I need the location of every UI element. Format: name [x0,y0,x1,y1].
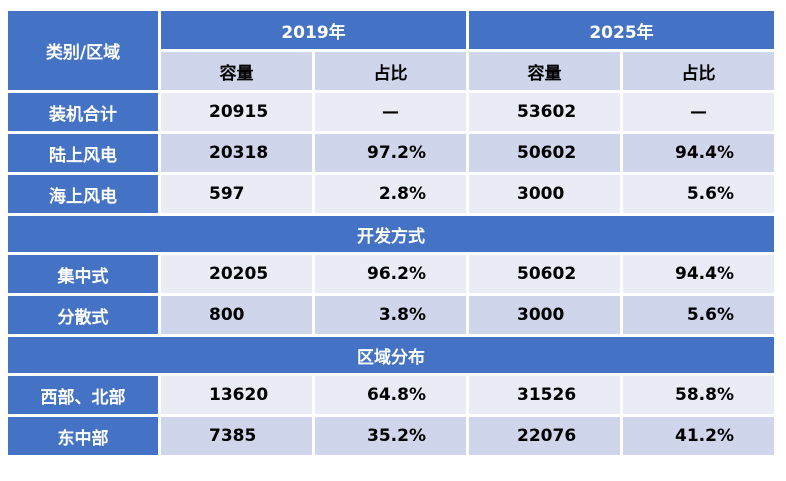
cell-share-2019: — [315,93,466,131]
row-label: 西部、北部 [8,376,158,414]
cell-share-2019: 64.8% [315,376,466,414]
table-row: 装机合计 20915 — 53602 — [8,93,774,131]
cell-share-2019: 96.2% [315,255,466,293]
row-label: 陆上风电 [8,134,158,172]
cell-share-2019: 2.8% [315,175,466,213]
section-header-row: 开发方式 [8,216,774,252]
section-title: 开发方式 [8,216,774,252]
cell-share-2019: 35.2% [315,417,466,455]
cell-capacity-2019: 7385 [161,417,312,455]
cell-capacity-2025: 50602 [469,134,620,172]
table-row: 东中部 7385 35.2% 22076 41.2% [8,417,774,455]
cell-share-2019: 3.8% [315,296,466,334]
cell-share-2019: 97.2% [315,134,466,172]
row-label: 海上风电 [8,175,158,213]
table-row: 海上风电 597 2.8% 3000 5.6% [8,175,774,213]
cell-capacity-2025: 53602 [469,93,620,131]
row-label: 东中部 [8,417,158,455]
cell-share-2025: 94.4% [623,134,774,172]
cell-capacity-2025: 3000 [469,175,620,213]
cell-capacity-2025: 50602 [469,255,620,293]
cell-share-2025: 58.8% [623,376,774,414]
wind-power-table: 类别/区域 2019年 2025年 容量 占比 容量 占比 装机合计 20915… [5,8,777,458]
year-header-2025: 2025年 [469,11,774,49]
data-table-container: 类别/区域 2019年 2025年 容量 占比 容量 占比 装机合计 20915… [5,8,777,458]
corner-header: 类别/区域 [8,11,158,90]
subheader-capacity-2025: 容量 [469,52,620,90]
cell-capacity-2019: 800 [161,296,312,334]
cell-capacity-2025: 22076 [469,417,620,455]
table-row: 分散式 800 3.8% 3000 5.6% [8,296,774,334]
table-row: 陆上风电 20318 97.2% 50602 94.4% [8,134,774,172]
table-row: 西部、北部 13620 64.8% 31526 58.8% [8,376,774,414]
section-title: 区域分布 [8,337,774,373]
cell-share-2025: 94.4% [623,255,774,293]
subheader-share-2025: 占比 [623,52,774,90]
cell-capacity-2019: 20915 [161,93,312,131]
cell-capacity-2019: 597 [161,175,312,213]
subheader-share-2019: 占比 [315,52,466,90]
cell-capacity-2019: 13620 [161,376,312,414]
section-header-row: 区域分布 [8,337,774,373]
cell-capacity-2025: 31526 [469,376,620,414]
cell-capacity-2019: 20318 [161,134,312,172]
cell-share-2025: 5.6% [623,296,774,334]
cell-capacity-2019: 20205 [161,255,312,293]
header-row-years: 类别/区域 2019年 2025年 [8,11,774,90]
cell-share-2025: 41.2% [623,417,774,455]
header-row-metrics: 容量 占比 容量 占比 [8,52,774,90]
table-row: 集中式 20205 96.2% 50602 94.4% [8,255,774,293]
cell-capacity-2025: 3000 [469,296,620,334]
cell-share-2025: 5.6% [623,175,774,213]
row-label: 装机合计 [8,93,158,131]
row-label: 集中式 [8,255,158,293]
cell-share-2025: — [623,93,774,131]
row-label: 分散式 [8,296,158,334]
year-header-2019: 2019年 [161,11,466,49]
subheader-capacity-2019: 容量 [161,52,312,90]
